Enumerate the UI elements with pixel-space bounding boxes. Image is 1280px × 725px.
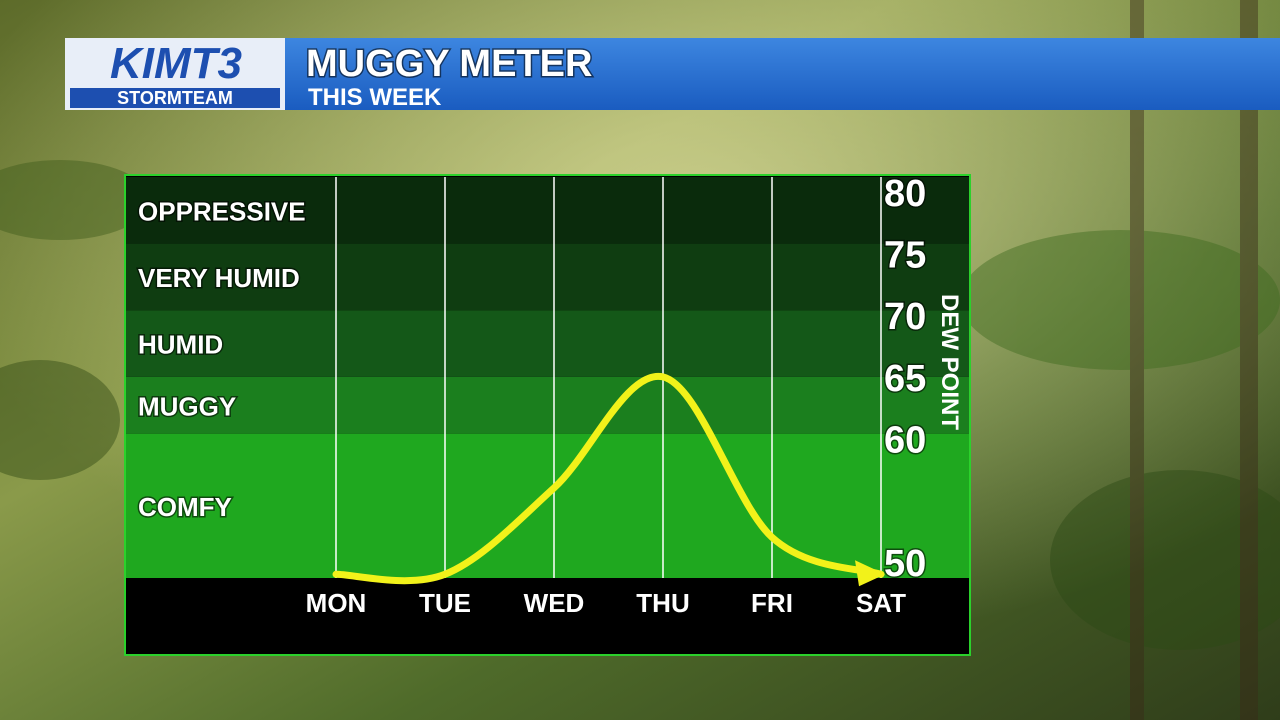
band-label: OPPRESSIVE: [138, 196, 306, 226]
y-tick-label: 50: [884, 543, 926, 585]
band: [125, 310, 970, 377]
logo-sub-box: [70, 88, 280, 108]
x-tick-label: FRI: [751, 588, 793, 618]
x-tick-label: WED: [524, 588, 585, 618]
logo: KIMT3: [110, 39, 242, 88]
x-tick-label: SAT: [856, 588, 906, 618]
x-tick-label: THU: [636, 588, 689, 618]
subtitle: THIS WEEK: [308, 84, 442, 111]
band-label: COMFY: [138, 492, 232, 522]
band-label: HUMID: [138, 330, 223, 360]
band: [125, 177, 970, 244]
line: [332, 373, 885, 585]
x-tick-label: TUE: [419, 588, 471, 618]
title: MUGGY METER: [306, 43, 592, 85]
y-tick-label: 75: [884, 234, 926, 276]
band-label: MUGGY: [138, 391, 236, 421]
y-tick-label: 80: [884, 173, 926, 215]
band: [125, 243, 970, 311]
band-label: VERY HUMID: [138, 263, 300, 293]
chart: COMFY MUGGY HUMID VERY HUMID OPPRESSIVE MON TU…: [124, 171, 971, 656]
y-tick-label: 60: [884, 420, 926, 462]
x-tick-label: MON: [306, 588, 367, 618]
arrow-head: [855, 560, 885, 587]
band: [125, 376, 970, 434]
logo-sub: STORMTEAM: [117, 88, 233, 108]
y-tick-label: 70: [884, 296, 926, 338]
frame-border: [124, 174, 971, 656]
y-tick-label: 65: [884, 358, 926, 400]
band: [125, 433, 970, 578]
y-axis-title: DEW POINT: [936, 294, 963, 430]
